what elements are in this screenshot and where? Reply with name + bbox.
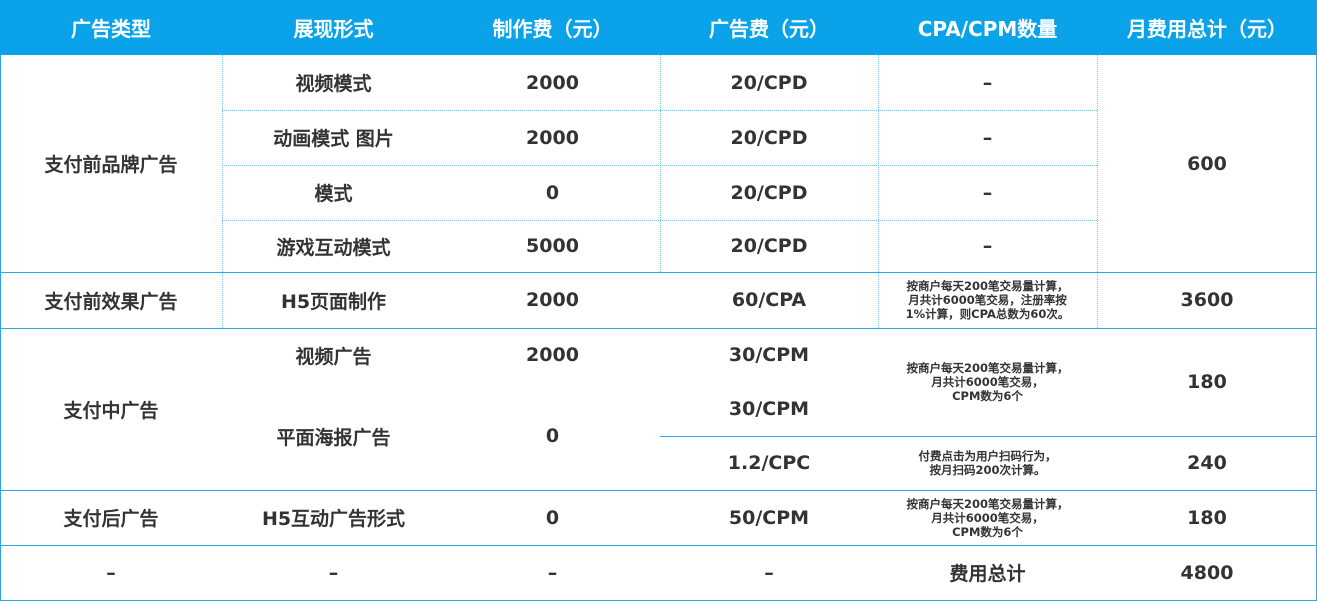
table-cell: 动画模式 图片 <box>273 128 394 150</box>
table-cell: 180 <box>1187 506 1227 529</box>
table-cell: 视频广告 <box>295 345 372 368</box>
row-line <box>0 545 1317 546</box>
dotted-line <box>222 220 1097 221</box>
header-cell: 广告费（元） <box>709 17 829 41</box>
header-cell: 月费用总计（元） <box>1127 17 1287 41</box>
table-cell: – <box>982 71 993 94</box>
table-cell: 30/CPM <box>728 398 810 420</box>
table-cell: 240 <box>1187 452 1227 474</box>
note-line: 1%计算，则CPA总数为60次。 <box>905 307 1070 321</box>
table-cell: 5000 <box>526 235 579 257</box>
dotted-line <box>222 55 223 328</box>
note-cell: 按商户每天200笔交易量计算， 月共计6000笔交易， CPM数为6个 <box>878 328 1097 436</box>
header-cell: CPA/CPM数量 <box>917 17 1058 41</box>
row-line <box>660 436 1317 437</box>
table-cell: – <box>982 235 993 257</box>
table-cell: 2000 <box>526 126 579 149</box>
table-cell: 3600 <box>1180 289 1234 311</box>
dotted-line <box>660 55 661 272</box>
table-cell: 模式 <box>314 183 353 205</box>
table-cell: 视频模式 <box>295 73 372 95</box>
table-cell: 游戏互动模式 <box>276 236 391 259</box>
row-line <box>0 490 1317 491</box>
note-cell: 按商户每天200笔交易量计算， 月共计6000笔交易， CPM数为6个 <box>878 490 1097 545</box>
note-line: 按商户每天200笔交易量计算， <box>906 496 1069 511</box>
table-cell: 4800 <box>1180 561 1234 584</box>
table-cell: 2000 <box>526 344 579 366</box>
table-cell: 0 <box>545 181 560 204</box>
note-cell: 付费点击为用户扫码行为， 按月扫码200次计算。 <box>878 436 1097 490</box>
table-cell: 20/CPD <box>730 71 808 94</box>
table-cell: 1.2/CPC <box>727 452 811 474</box>
table-cell: 支付前品牌广告 <box>44 154 178 176</box>
table-cell: – <box>328 561 339 584</box>
dotted-line <box>878 55 879 328</box>
table-cell: – <box>982 181 993 204</box>
note-line: 月共计6000笔交易，注册率按 <box>908 293 1067 307</box>
table-cell: 平面海报广告 <box>276 426 391 449</box>
dotted-line <box>222 165 1097 166</box>
table-cell: 2000 <box>526 289 579 311</box>
note-line: 按商户每天200笔交易量计算， <box>906 279 1069 293</box>
table-cell: 0 <box>545 425 560 447</box>
note-line: 按月扫码200次计算。 <box>929 463 1046 477</box>
table-cell: H5页面制作 <box>280 290 387 313</box>
row-line <box>0 328 1317 329</box>
note-line: 月共计6000笔交易， <box>931 375 1044 389</box>
header-cell: 广告类型 <box>71 17 151 41</box>
note-line: CPM数为6个 <box>952 389 1023 403</box>
table-cell: 20/CPD <box>730 235 808 257</box>
note-line: 按商户每天200笔交易量计算， <box>906 361 1069 375</box>
table-cell: 600 <box>1187 152 1227 175</box>
table-cell: 支付中广告 <box>63 399 159 422</box>
table-cell: 支付后广告 <box>63 508 159 530</box>
table-cell: – <box>982 126 993 149</box>
dotted-line <box>222 110 1097 111</box>
note-line: 付费点击为用户扫码行为， <box>918 449 1057 463</box>
table-cell: 50/CPM <box>728 506 810 529</box>
table-cell: 20/CPD <box>730 181 808 204</box>
table-cell: – <box>547 561 558 584</box>
table-cell: 30/CPM <box>728 344 810 366</box>
header-cell: 展现形式 <box>293 17 374 41</box>
header-cell: 制作费（元） <box>492 17 613 41</box>
table-cell: 0 <box>545 506 560 529</box>
table-cell: 费用总计 <box>949 563 1026 585</box>
note-line: 月共计6000笔交易， <box>931 510 1044 525</box>
note-cell: 按商户每天200笔交易量计算， 月共计6000笔交易，注册率按 1%计算，则CPA总… <box>878 272 1097 328</box>
table-cell: 2000 <box>526 71 579 94</box>
header-bar <box>0 0 1317 55</box>
table-cell: 60/CPA <box>731 289 807 311</box>
table-cell: 180 <box>1187 371 1227 393</box>
table-cell: – <box>764 561 774 584</box>
row-line <box>0 272 1317 273</box>
table-cell: – <box>106 561 116 584</box>
note-line: CPM数为6个 <box>952 524 1023 539</box>
table-cell: H5互动广告形式 <box>261 508 406 530</box>
dotted-line <box>1097 55 1098 328</box>
table-cell: 支付前效果广告 <box>44 290 178 313</box>
table-cell: 20/CPD <box>730 126 808 149</box>
